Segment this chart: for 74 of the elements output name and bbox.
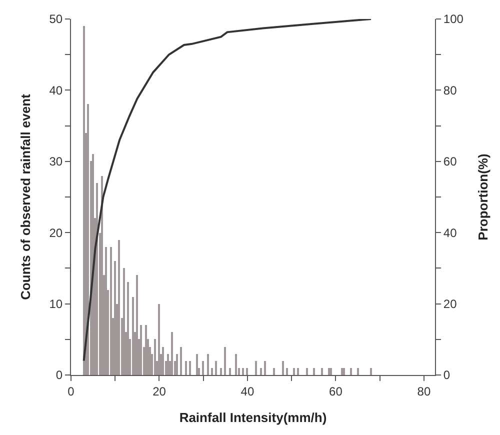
bar bbox=[83, 26, 85, 375]
bar bbox=[357, 368, 359, 375]
bar bbox=[255, 361, 257, 375]
bar bbox=[229, 368, 231, 375]
bar bbox=[196, 354, 198, 375]
bar bbox=[215, 361, 217, 375]
y2-tick-label: 60 bbox=[443, 154, 458, 169]
x-tick-label: 40 bbox=[240, 384, 254, 398]
y2-axis-title: Proportion(%) bbox=[475, 154, 490, 240]
bar bbox=[176, 354, 178, 375]
bar bbox=[185, 361, 187, 375]
bar bbox=[140, 325, 142, 375]
bar bbox=[110, 247, 112, 375]
bar bbox=[202, 361, 204, 375]
bar bbox=[171, 332, 173, 375]
bar bbox=[167, 354, 169, 375]
y-tick-label: 40 bbox=[49, 83, 63, 98]
bar bbox=[306, 368, 308, 375]
bar bbox=[297, 368, 299, 375]
x-tick-label: 60 bbox=[329, 384, 343, 398]
bar bbox=[370, 368, 372, 375]
x-axis-title: Rainfall Intensity(mm/h) bbox=[179, 410, 327, 425]
x-tick-label: 0 bbox=[68, 384, 75, 398]
bar bbox=[264, 361, 266, 375]
y2-tick-label: 100 bbox=[443, 12, 464, 26]
bar bbox=[313, 368, 315, 375]
bar bbox=[162, 347, 164, 375]
bar bbox=[132, 297, 134, 375]
bar bbox=[293, 368, 295, 375]
y2-tick-label: 40 bbox=[443, 226, 458, 240]
bar bbox=[235, 354, 237, 375]
y2-tick-label: 20 bbox=[443, 297, 458, 311]
bar bbox=[246, 368, 248, 375]
bar bbox=[114, 261, 116, 375]
bar bbox=[343, 368, 345, 375]
y-tick-label: 50 bbox=[49, 12, 63, 26]
bar bbox=[145, 325, 147, 375]
bar bbox=[92, 154, 94, 375]
bar bbox=[260, 368, 262, 375]
bar bbox=[341, 368, 343, 375]
bar bbox=[87, 104, 89, 375]
y-tick-label: 20 bbox=[49, 226, 63, 240]
bar bbox=[180, 347, 182, 375]
bar bbox=[330, 368, 332, 375]
bar bbox=[224, 347, 226, 375]
y-tick-label: 0 bbox=[56, 368, 63, 382]
bar bbox=[286, 368, 288, 375]
bar bbox=[220, 368, 222, 375]
bar bbox=[96, 183, 98, 375]
bar bbox=[123, 268, 125, 375]
y-tick-label: 10 bbox=[49, 297, 63, 311]
y-axis-title: Counts of observed rainfall event bbox=[18, 93, 34, 300]
bar bbox=[158, 304, 160, 375]
bar bbox=[136, 275, 138, 375]
bar bbox=[321, 368, 323, 375]
bar bbox=[207, 354, 209, 375]
bar bbox=[154, 339, 156, 375]
x-tick-label: 20 bbox=[152, 384, 166, 398]
bar bbox=[282, 361, 284, 375]
bar bbox=[101, 176, 103, 375]
bar bbox=[350, 368, 352, 375]
y-tick-label: 30 bbox=[49, 154, 63, 169]
bar bbox=[189, 361, 191, 375]
x-tick-label: 80 bbox=[417, 384, 431, 398]
bar bbox=[273, 368, 275, 375]
bar bbox=[211, 368, 213, 375]
y2-tick-label: 80 bbox=[443, 83, 458, 98]
bar bbox=[242, 368, 244, 375]
bar bbox=[127, 282, 129, 375]
bar bbox=[105, 247, 107, 375]
line-series bbox=[82, 19, 372, 362]
y2-tick-label: 0 bbox=[443, 368, 450, 382]
bar bbox=[118, 240, 120, 375]
bar bbox=[328, 368, 330, 375]
